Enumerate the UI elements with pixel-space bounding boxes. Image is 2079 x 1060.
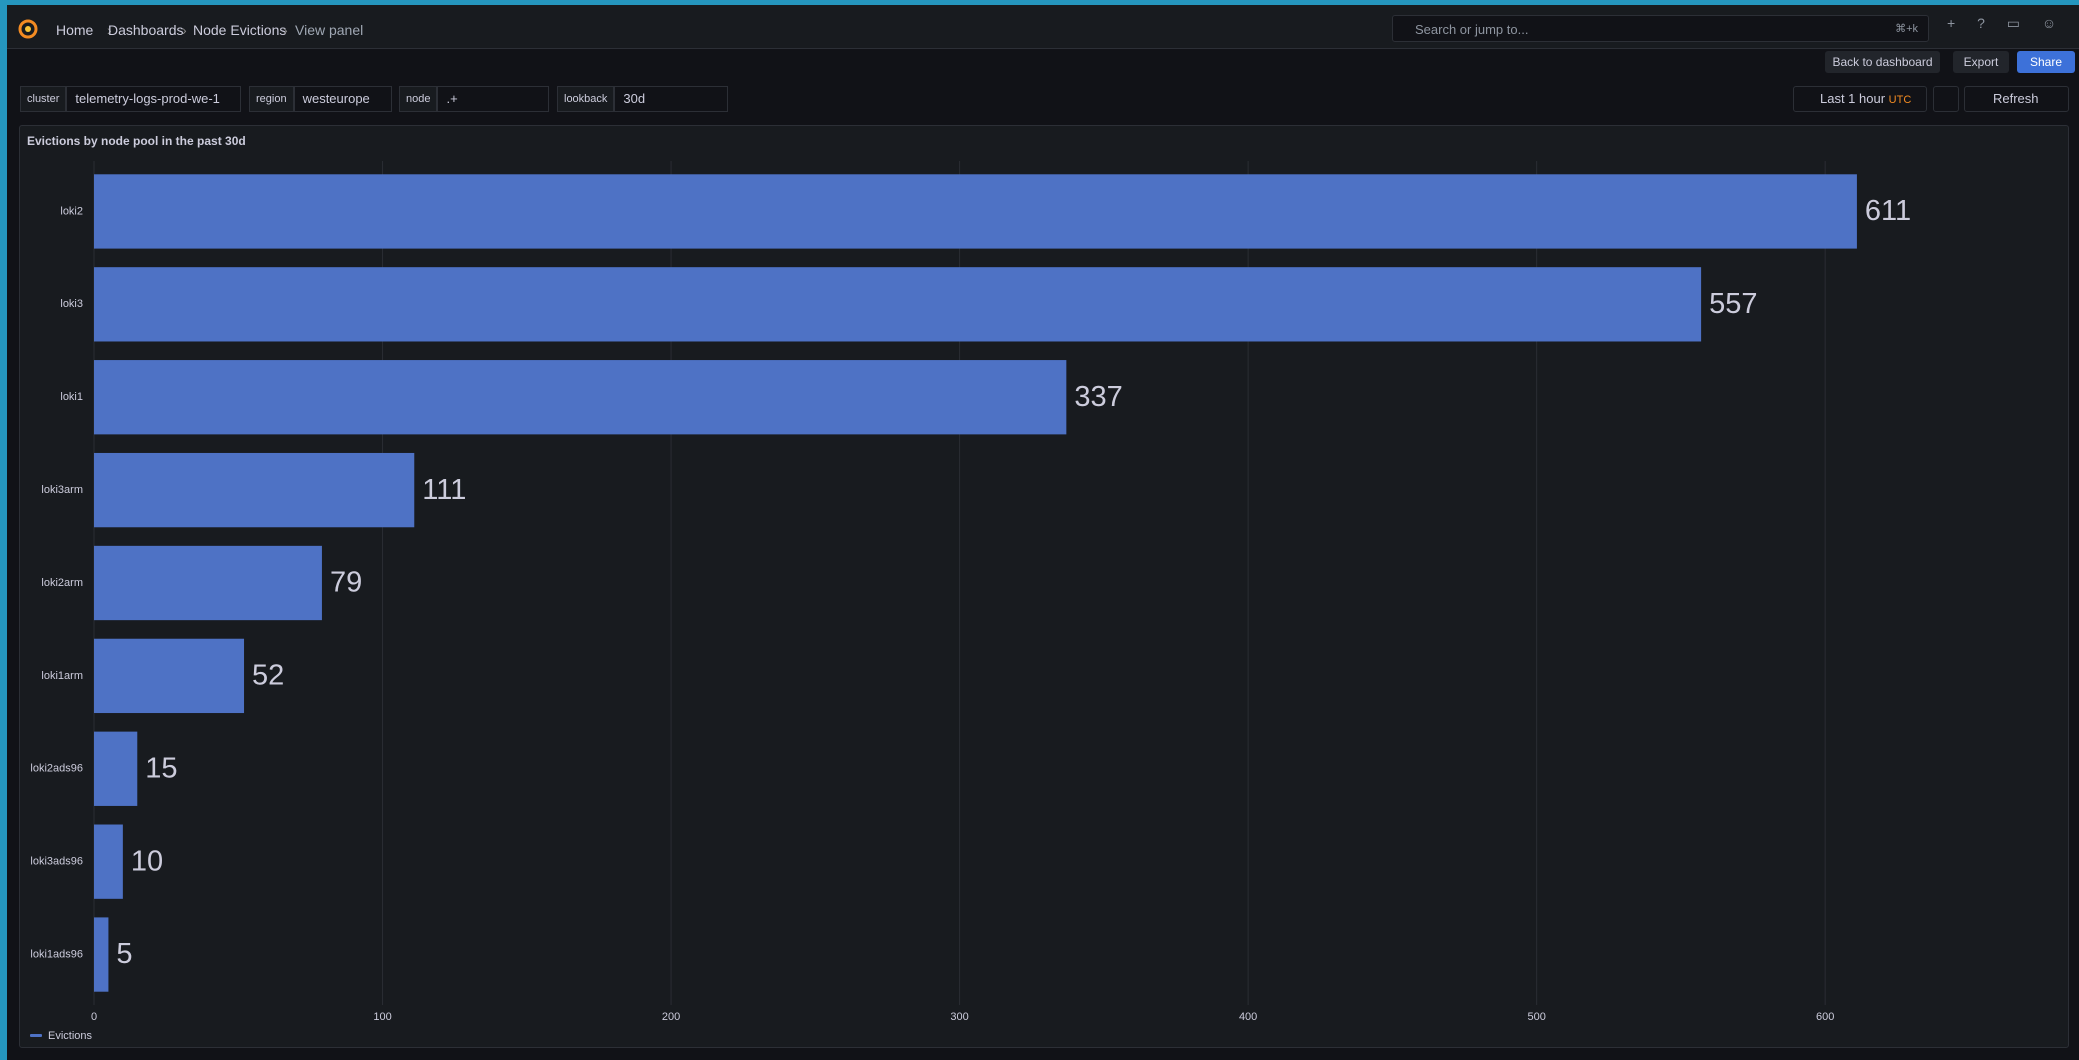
logo[interactable]: [17, 18, 39, 40]
var-label: lookback: [557, 86, 615, 112]
separator: ›: [182, 22, 187, 38]
x-tick-label: 600: [1816, 1011, 1834, 1023]
value-label: 337: [1074, 381, 1122, 413]
share-button[interactable]: Share: [2017, 51, 2075, 73]
time-range: Last 1 hour: [1820, 91, 1886, 106]
separator: ›: [107, 22, 112, 38]
y-tick-label: loki2arm: [41, 577, 83, 589]
x-tick-label: 100: [373, 1011, 391, 1023]
var-value[interactable]: 30d: [614, 86, 728, 112]
bar: [94, 545, 322, 621]
search-placeholder: Search or jump to...: [1415, 22, 1529, 37]
y-tick-label: loki1: [60, 391, 83, 403]
value-label: 79: [330, 567, 362, 599]
var-value[interactable]: .+: [437, 86, 549, 112]
y-tick-label: loki3: [60, 298, 83, 310]
value-label: 15: [145, 752, 177, 784]
legend-label: Evictions: [48, 1030, 93, 1042]
bar: [94, 638, 245, 714]
breadcrumb[interactable]: Home: [56, 22, 94, 38]
var-label: node: [399, 86, 438, 112]
legend-swatch: [30, 1034, 42, 1037]
variable[interactable]: node .+: [399, 86, 549, 112]
x-tick-label: 400: [1239, 1011, 1257, 1023]
icons[interactable]: + ? ▭ ☺: [1947, 15, 2057, 31]
refresh-button[interactable]: Refresh: [1964, 86, 2069, 112]
app: Home › Dashboards › Node Evictions › Vie…: [7, 5, 2079, 1060]
value-label: 10: [131, 845, 163, 877]
value-label: 5: [116, 938, 132, 970]
bar: [94, 452, 415, 528]
y-tick-label: loki2ads96: [30, 763, 83, 775]
value-label: 111: [422, 474, 466, 506]
variable[interactable]: cluster telemetry-logs-prod-we-1: [20, 86, 241, 112]
value-label: 557: [1709, 288, 1757, 320]
breadcrumb-text[interactable]: Dashboards: [108, 22, 184, 38]
value-label: 52: [252, 660, 284, 692]
search-box[interactable]: Search or jump to... ⌘+k: [1392, 15, 1929, 42]
back-button[interactable]: Back to dashboard: [1825, 51, 1940, 73]
time-zone: UTC: [1888, 94, 1912, 106]
bar: [94, 731, 138, 806]
breadcrumb[interactable]: Node Evictions: [193, 22, 287, 38]
separator: ›: [283, 22, 288, 38]
breadcrumb[interactable]: Dashboards: [108, 22, 184, 38]
y-tick-label: loki3ads96: [30, 856, 83, 868]
bar: [94, 824, 123, 899]
x-tick-label: 500: [1527, 1011, 1545, 1023]
bar: [94, 267, 1702, 342]
var-value[interactable]: telemetry-logs-prod-we-1: [66, 86, 241, 112]
variable[interactable]: region westeurope: [249, 86, 392, 112]
shortcut: ⌘+k: [1895, 23, 1918, 35]
var-label: region: [249, 86, 294, 112]
export-button[interactable]: Export: [1953, 51, 2009, 73]
breadcrumb-current: View panel: [295, 22, 364, 38]
value-label: 611: [1865, 195, 1911, 227]
chart: 0 100 200 300 400 500 600 611 loki2 557 loki3 337 lo…: [30, 161, 1911, 1042]
y-tick-label: loki3arm: [41, 484, 83, 496]
var-label: cluster: [20, 86, 67, 112]
bar: [94, 917, 109, 992]
var-value[interactable]: westeurope: [293, 86, 392, 112]
y-tick-label: loki1arm: [41, 670, 83, 682]
x-tick-label: 300: [950, 1011, 968, 1023]
x-tick-label: 0: [91, 1011, 97, 1023]
y-tick-label: loki2: [60, 205, 83, 217]
panel-title: Evictions by node pool in the past 30d: [27, 134, 246, 148]
time-picker[interactable]: Last 1 hour UTC: [1793, 86, 1927, 112]
bar: [94, 360, 1067, 435]
zoom-button[interactable]: [1933, 86, 1959, 112]
x-tick-label: 200: [662, 1011, 680, 1023]
y-tick-label: loki1ads96: [30, 948, 83, 960]
panel: Evictions by node pool in the past 30d 0…: [19, 125, 2069, 1048]
variable[interactable]: lookback 30d: [557, 86, 728, 112]
bar: [94, 174, 1857, 249]
